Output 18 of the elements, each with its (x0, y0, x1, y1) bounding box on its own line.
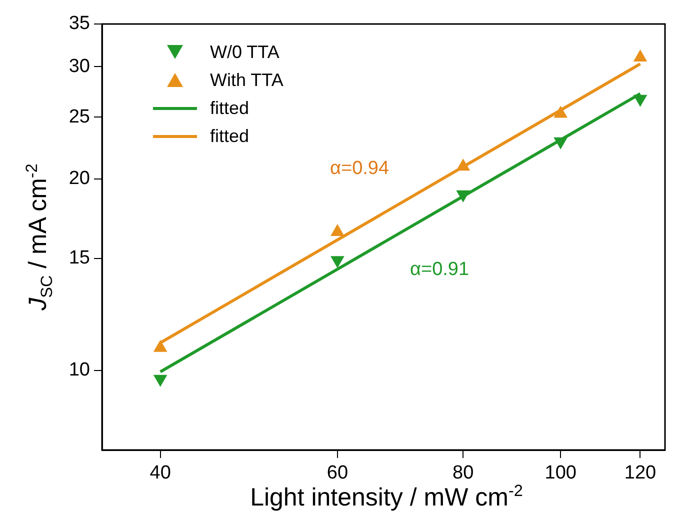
y-tick-label: 25 (68, 106, 90, 128)
y-tick-label: 20 (68, 168, 90, 189)
x-tick-label: 120 (624, 462, 656, 484)
x-tick-label: 60 (326, 462, 348, 484)
annotation: α=0.91 (410, 259, 470, 281)
legend-label: fitted (210, 126, 250, 146)
x-tick-label: 100 (544, 462, 576, 484)
y-tick-label: 15 (68, 248, 90, 269)
y-tick-label: 30 (68, 56, 90, 77)
legend-label: W/0 TTA (210, 42, 280, 62)
x-tick-label: 40 (150, 462, 171, 484)
legend-label: With TTA (210, 70, 284, 90)
x-axis-title: Light intensity / mW cm$^{-2}$ (249, 482, 524, 512)
y-tick-label: 10 (68, 360, 90, 381)
legend-label: fitted (210, 98, 250, 118)
x-tick-label: 80 (452, 462, 474, 484)
annotation: α=0.94 (330, 158, 390, 180)
y-tick-label: 35 (68, 13, 90, 34)
